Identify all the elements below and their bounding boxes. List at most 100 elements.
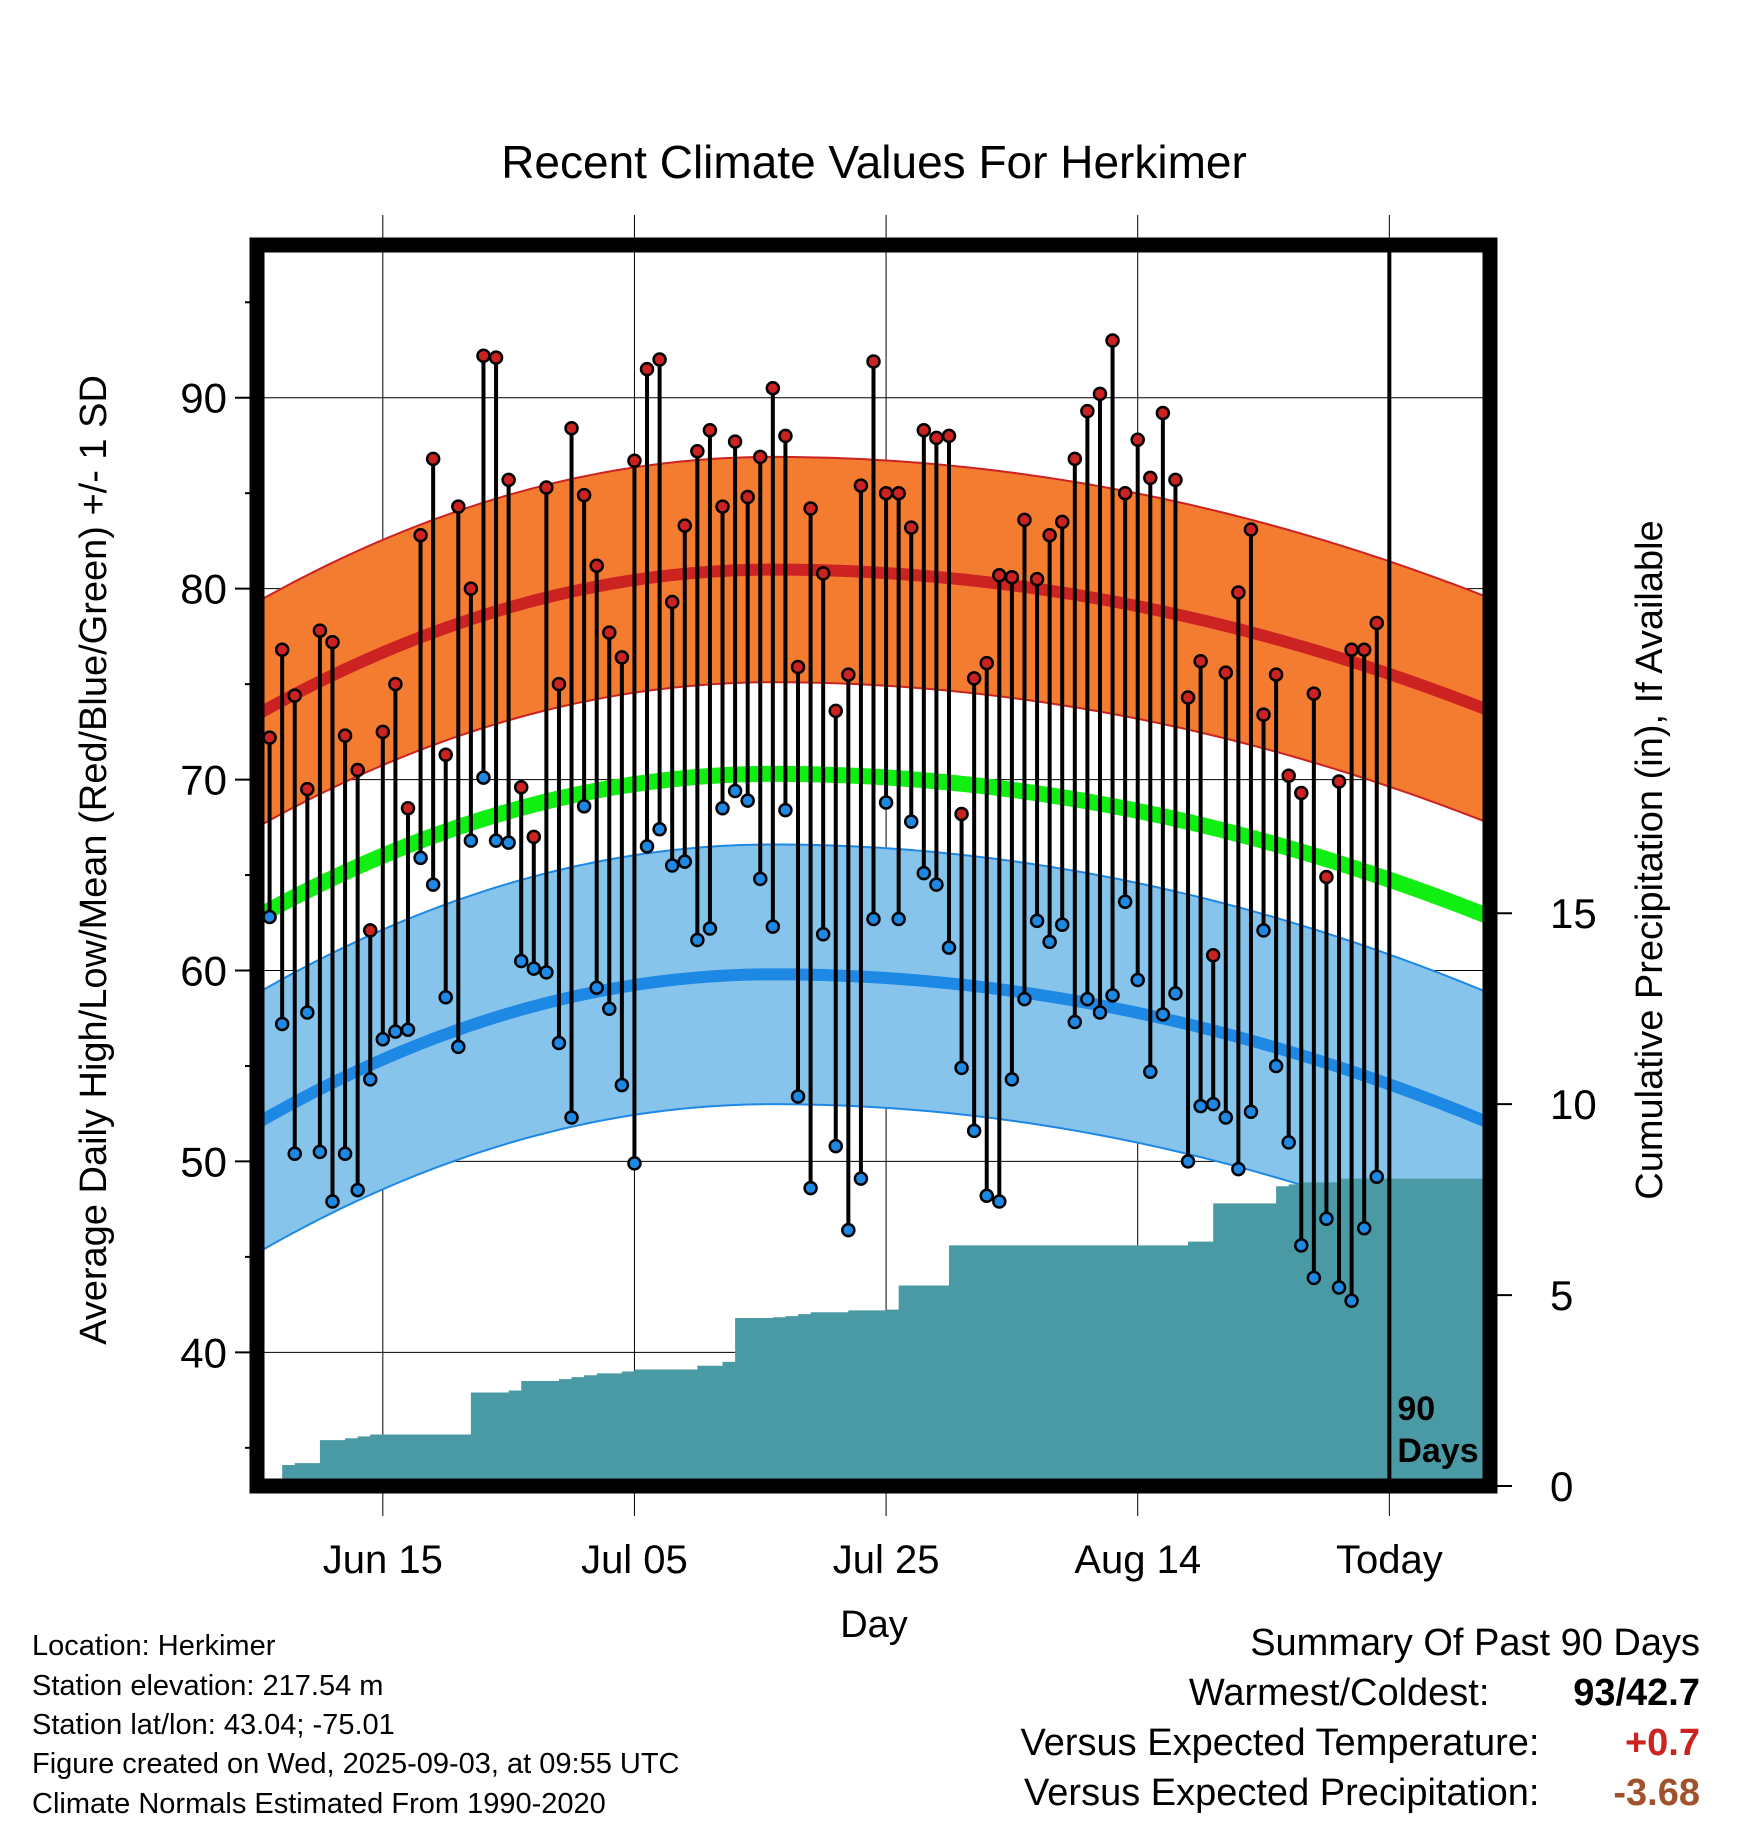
high-point [803,501,818,516]
high-point [866,354,881,369]
high-point [1319,869,1334,885]
high-point [274,642,290,658]
high-point [740,489,755,505]
high-point [966,671,982,686]
high-point [1369,615,1385,631]
high-point [614,650,630,665]
low-point [413,850,428,866]
low-point [966,1123,982,1139]
high-point [463,581,479,596]
high-point [992,568,1007,583]
low-point [903,814,919,829]
high-point [1042,527,1057,543]
low-point [463,833,479,848]
x-axis-label: Day [840,1604,908,1646]
high-point [627,453,642,468]
low-point [1356,1221,1372,1236]
warmest-coldest-value: 93/42.7 [1573,1672,1700,1714]
low-point [929,877,944,892]
high-point [526,829,542,845]
high-point [1155,405,1171,421]
high-point [664,594,680,610]
low-point [1054,917,1070,932]
low-point [891,911,906,927]
low-point [488,833,504,848]
low-point [501,835,516,850]
high-point [1356,642,1372,658]
low-point [664,858,680,873]
low-point [778,802,793,818]
low-point [765,919,781,934]
high-point [476,348,491,363]
temp-value: +0.7 [1624,1722,1700,1764]
low-point [312,1144,328,1160]
low-point [1205,1096,1221,1112]
high-point [1243,522,1259,537]
high-point [727,434,743,449]
elevation-text: Station elevation: 217.54 m [32,1670,384,1702]
low-point [350,1182,365,1198]
high-point [1080,403,1095,419]
latlon-text: Station lat/lon: 43.04; -75.01 [32,1709,395,1741]
high-point [954,806,969,822]
high-point [1105,333,1120,348]
y-tick-label: 80 [180,566,227,613]
low-point [1117,894,1133,910]
high-point [551,676,567,692]
high-point [929,430,944,446]
low-point [425,877,441,892]
low-point [677,854,693,869]
high-point [1218,665,1234,680]
high-point [262,730,277,745]
low-point [979,1188,994,1204]
high-point [878,485,894,501]
warmest-coldest-label: Warmest/Coldest: [1188,1672,1490,1714]
low-point [1294,1238,1309,1253]
chart-title: Recent Climate Values For Herkimer [501,136,1247,188]
low-point [853,1171,869,1186]
high-point [1143,470,1158,486]
high-point [413,527,428,543]
y-tick-label: 60 [180,948,227,995]
location-text: Location: Herkimer [32,1630,276,1662]
low-point [614,1077,630,1093]
high-point [916,422,932,438]
high-point [438,747,453,763]
normals-text: Climate Normals Estimated From 1990-2020 [32,1788,606,1820]
low-point [576,799,592,814]
precip-value: -3.68 [1613,1772,1700,1814]
low-point [1256,923,1271,938]
low-point [941,940,957,955]
low-point [702,921,718,936]
low-point [602,1001,617,1016]
high-point [287,688,302,703]
high-point [815,566,831,581]
low-point [1180,1154,1196,1169]
low-point [815,926,831,942]
high-point [375,724,391,740]
y2-tick-label: 5 [1550,1272,1573,1319]
summary-warmest-coldest: Warmest/Coldest: 93/42.7 [1189,1672,1700,1715]
low-point [337,1146,353,1162]
low-point [1130,972,1145,988]
high-point [690,443,705,459]
low-point [262,909,277,925]
high-point [576,487,592,503]
high-point [388,676,403,692]
low-point [375,1031,391,1047]
low-point [589,980,604,995]
y-tick-label: 90 [180,375,227,422]
precip-label: Versus Expected Precipitation: [1024,1772,1540,1814]
high-point [715,499,730,514]
low-point [1369,1169,1385,1184]
plot-frame [249,237,1498,1494]
low-point [803,1180,818,1196]
low-point [878,795,894,810]
low-point [1231,1161,1246,1177]
low-point [1319,1211,1334,1226]
high-point [1092,386,1108,402]
high-point [539,480,554,495]
high-point [1029,571,1045,587]
low-point [362,1072,378,1087]
